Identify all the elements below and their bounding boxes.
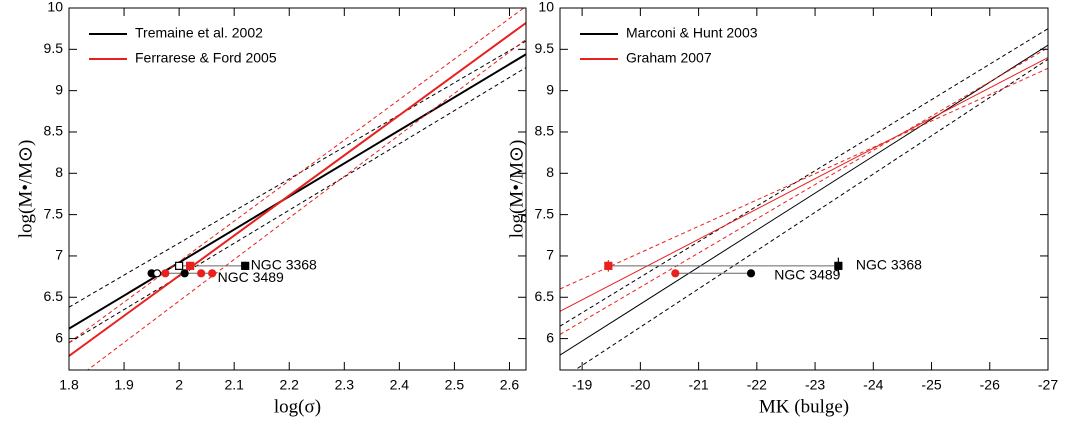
plot-area	[69, 8, 526, 370]
series-line	[69, 53, 526, 330]
point	[241, 261, 250, 270]
y-tick-label: 9	[546, 81, 554, 97]
x-tick-label: 2.3	[335, 377, 355, 393]
annotation: NGC 3368	[251, 257, 317, 273]
x-tick-label: 2.1	[224, 377, 244, 393]
x-tick-label: -20	[630, 377, 650, 393]
y-tick-label: 9.5	[44, 40, 64, 56]
y-axis-label: log(M•/M⊙)	[15, 140, 36, 239]
x-axis-label: MK (bulge)	[759, 396, 849, 417]
point	[197, 269, 206, 278]
y-tick-label: 8	[55, 164, 63, 180]
annotation: NGC 3368	[856, 257, 922, 273]
annotation: NGC 3489	[218, 269, 284, 285]
x-tick-label: 1.9	[114, 377, 134, 393]
x-tick-label: -26	[980, 377, 1000, 393]
y-tick-label: 6.5	[44, 288, 64, 304]
panel: 1.8 1.9 2 2.1 2.2 2.3 2.4 2.5 2.6 6 6.5 7 7.5 8 8.5 9 9.…	[15, 0, 527, 417]
y-tick-label: 9	[55, 81, 63, 97]
y-tick-label: 10	[47, 0, 63, 15]
point	[604, 261, 613, 270]
point	[175, 261, 184, 270]
x-tick-label: 2.2	[280, 377, 300, 393]
y-axis-label: log(M•/M⊙)	[506, 140, 527, 239]
legend-label: Tremaine et al. 2002	[135, 25, 263, 41]
band-lower	[574, 58, 1048, 370]
point	[161, 269, 170, 278]
point	[671, 269, 680, 278]
point	[208, 269, 217, 278]
x-tick-label: 2.4	[390, 377, 410, 393]
annotation: NGC 3489	[774, 266, 840, 282]
legend-label: Ferrarese & Ford 2005	[135, 50, 277, 66]
y-tick-label: 6.5	[535, 288, 555, 304]
x-tick-label: 2	[175, 377, 183, 393]
point	[746, 269, 756, 278]
y-tick-label: 7.5	[44, 205, 64, 221]
y-tick-label: 10	[538, 0, 554, 15]
x-tick-label: -21	[688, 377, 708, 393]
y-tick-label: 9.5	[535, 40, 555, 56]
band-lower	[560, 47, 1048, 335]
y-tick-label: 7	[546, 247, 554, 263]
series-line	[560, 57, 1048, 312]
x-tick-label: -25	[921, 377, 941, 393]
band-upper	[560, 67, 1048, 290]
band-upper	[560, 28, 1048, 327]
y-tick-label: 8.5	[535, 123, 555, 139]
x-tick-label: 2.6	[500, 377, 520, 393]
band-lower	[69, 67, 526, 344]
y-tick-label: 6	[546, 329, 554, 345]
x-axis-label: log(σ)	[274, 396, 321, 417]
x-tick-label: -27	[1038, 377, 1058, 393]
panel: -19 -20 -21 -22 -23 -24 -25 -26 -27 6 6.5 7 7.5 8 8.5 9…	[506, 0, 1058, 417]
y-tick-label: 8.5	[44, 123, 64, 139]
point	[180, 269, 189, 278]
x-tick-label: 1.8	[59, 377, 79, 393]
x-tick-label: -23	[805, 377, 825, 393]
x-tick-label: -19	[572, 377, 592, 393]
x-tick-label: -24	[863, 377, 883, 393]
frame	[559, 7, 1049, 371]
series-line	[69, 22, 526, 357]
y-tick-label: 6	[55, 329, 63, 345]
y-tick-label: 7.5	[535, 205, 555, 221]
band-upper	[69, 8, 525, 344]
y-tick-label: 8	[546, 164, 554, 180]
point	[152, 269, 162, 278]
x-tick-label: 2.5	[445, 377, 465, 393]
legend-label: Marconi & Hunt 2003	[626, 25, 758, 41]
legend-label: Graham 2007	[626, 50, 712, 66]
frame	[68, 7, 527, 371]
y-tick-label: 7	[55, 247, 63, 263]
series-line	[560, 44, 1048, 356]
plot-area	[560, 28, 1048, 370]
band-lower	[86, 39, 526, 370]
point	[834, 261, 843, 270]
x-tick-label: -22	[747, 377, 767, 393]
point	[186, 261, 195, 270]
